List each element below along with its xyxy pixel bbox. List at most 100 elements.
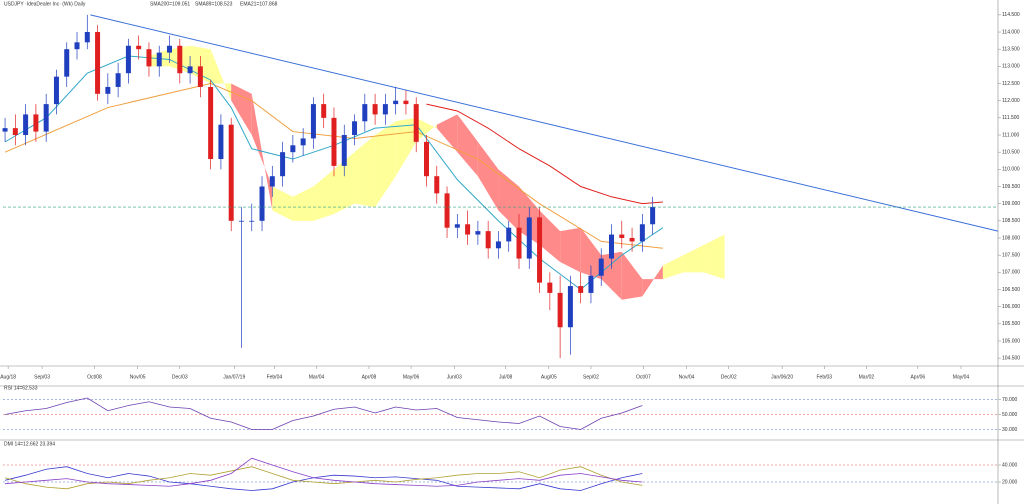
candle-body (43, 104, 49, 132)
x-tick-label: Jan/06/20 (771, 374, 793, 380)
candle-body (372, 104, 378, 115)
candle-body (249, 220, 255, 222)
candle-body (218, 124, 224, 160)
candle-body (341, 135, 347, 166)
candle-body (619, 234, 625, 238)
candle-body (629, 237, 635, 242)
indicator-line (4, 466, 643, 491)
panel-title: USDJPY ·IdeaDealer Inc· (Wk) Daily (4, 1, 86, 7)
y-tick-label: 20.000 (1002, 479, 1018, 485)
y-tick-label: 40.000 (1002, 462, 1018, 468)
legend-entry: EMA21=107.868 (240, 1, 278, 7)
y-tick-label: 113.500 (1002, 47, 1020, 53)
cloud-segment (292, 186, 314, 221)
candle-body (578, 286, 584, 293)
candle-body (228, 124, 234, 221)
candle-body (609, 234, 615, 259)
x-tick-label: May/06 (403, 374, 420, 380)
x-tick-label: Dec/03 (172, 374, 188, 380)
candle-body (64, 49, 70, 77)
cloud-segment (457, 114, 478, 177)
x-tick-label: Jan/07/19 (223, 374, 245, 380)
y-tick-label: 106.500 (1002, 287, 1020, 293)
y-tick-label: 108.500 (1002, 218, 1020, 224)
x-tick-label: Nov/04 (679, 374, 695, 380)
candle-body (537, 217, 543, 283)
candle-body (84, 32, 90, 43)
candle-body (95, 32, 101, 94)
y-tick-label: 30.000 (1002, 427, 1018, 433)
candle-body (331, 117, 337, 166)
cloud-segment (333, 152, 355, 214)
y-tick-label: 113.000 (1002, 64, 1020, 70)
candle-body (362, 104, 368, 122)
candle-body (177, 45, 183, 74)
x-tick-label: Oct/08 (87, 374, 102, 380)
candle-body (310, 104, 316, 139)
candle-body (485, 231, 491, 249)
cloud-segment (704, 234, 725, 280)
trendline (90, 14, 999, 232)
candle-body (516, 227, 522, 259)
x-tick-label: Aug/18 (0, 374, 16, 380)
cloud-segment (210, 49, 232, 101)
cloud-segment (662, 255, 684, 280)
candle-body (557, 292, 563, 328)
x-tick-label: Feb/03 (816, 374, 832, 380)
cloud-segment (642, 265, 663, 297)
cloud-segment (621, 251, 643, 300)
x-tick-label: Dec/02 (721, 374, 737, 380)
cloud-segment (272, 186, 293, 221)
indicator-line (4, 397, 643, 430)
indicator-line (4, 55, 664, 291)
x-tick-label: Sep/02 (583, 374, 599, 380)
x-tick-label: Apr/06 (910, 374, 925, 380)
y-tick-label: 110.500 (1002, 150, 1020, 156)
y-tick-label: 104.500 (1002, 355, 1020, 361)
legend-entry: SMA200=109.051 (150, 1, 190, 7)
cloud-segment (354, 135, 376, 208)
y-tick-label: 107.500 (1002, 252, 1020, 258)
candle-body (639, 224, 645, 242)
y-tick-label: 107.000 (1002, 270, 1020, 276)
x-tick-label: Mar/02 (859, 374, 875, 380)
cloud-segment (580, 227, 602, 280)
x-tick-label: Apr/08 (362, 374, 377, 380)
y-tick-label: 106.000 (1002, 304, 1020, 310)
candle-body (23, 114, 29, 136)
indicator-line (5, 457, 643, 487)
candle-body (167, 45, 173, 53)
indicator-line (4, 466, 643, 490)
y-tick-label: 112.000 (1002, 98, 1020, 104)
candle-body (403, 100, 409, 105)
candle-body (2, 128, 8, 132)
candle-body (290, 145, 296, 153)
y-tick-label: 109.000 (1002, 201, 1020, 207)
cloud-segment (416, 117, 437, 142)
candle-body (352, 121, 358, 136)
candle-body (393, 100, 399, 105)
y-tick-label: 105.000 (1002, 338, 1020, 344)
candle-body (74, 42, 80, 50)
cloud-segment (251, 93, 273, 211)
candle-body (454, 224, 460, 228)
legend-entry: SMA89=108.523 (195, 1, 233, 7)
panel-title: DMI 14=12.662 23.394 (4, 441, 55, 447)
candle-body (33, 114, 39, 132)
y-tick-label: 111.000 (1002, 132, 1020, 138)
cloud-segment (560, 227, 581, 273)
x-tick-label: Sep/03 (34, 374, 50, 380)
candle-body (269, 176, 275, 187)
candle-body (300, 138, 306, 146)
candle-body (434, 176, 440, 194)
candle-body (598, 258, 604, 276)
cloud-segment (231, 83, 252, 136)
y-tick-label: 70.000 (1002, 397, 1018, 403)
y-tick-label: 112.500 (1002, 81, 1020, 87)
indicator-line (426, 103, 663, 205)
candle-body (526, 217, 532, 259)
candle-body (280, 152, 286, 177)
cloud-segment (375, 121, 396, 208)
